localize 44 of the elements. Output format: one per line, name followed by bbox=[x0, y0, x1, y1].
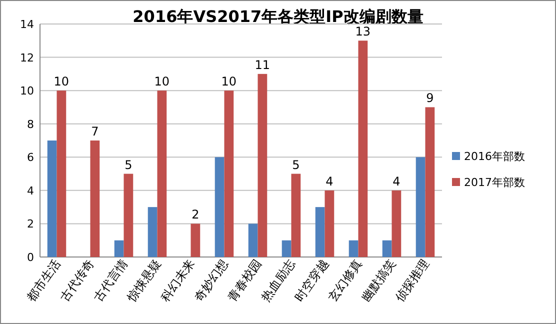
data-label: 10 bbox=[221, 74, 237, 89]
bar bbox=[56, 90, 66, 257]
bar bbox=[416, 157, 426, 257]
data-label: 5 bbox=[124, 158, 132, 172]
bar bbox=[248, 224, 258, 257]
bar bbox=[157, 90, 167, 257]
bar bbox=[124, 174, 134, 257]
data-label: 9 bbox=[426, 91, 434, 106]
bar bbox=[190, 224, 200, 257]
bar bbox=[90, 140, 100, 257]
legend-label: 2016年部数 bbox=[464, 150, 525, 163]
y-tick-label: 8 bbox=[27, 118, 34, 131]
bar bbox=[114, 240, 124, 257]
y-tick-label: 10 bbox=[20, 84, 34, 98]
data-label: 10 bbox=[54, 74, 70, 89]
bar bbox=[148, 207, 158, 257]
bar bbox=[214, 157, 224, 257]
y-tick-label: 0 bbox=[27, 251, 34, 264]
bar bbox=[348, 240, 358, 257]
data-label: 10 bbox=[154, 74, 170, 89]
data-label: 5 bbox=[292, 158, 300, 172]
data-label: 13 bbox=[355, 24, 371, 39]
bar bbox=[382, 240, 392, 257]
y-tick-label: 2 bbox=[27, 218, 34, 231]
data-label: 4 bbox=[392, 174, 400, 188]
legend-label: 2017年部数 bbox=[464, 176, 525, 189]
data-label: 4 bbox=[326, 174, 334, 188]
bar bbox=[324, 190, 334, 257]
bar bbox=[258, 74, 268, 257]
bar bbox=[358, 40, 368, 257]
data-label: 2 bbox=[192, 208, 200, 222]
bar bbox=[47, 140, 57, 257]
bar bbox=[315, 207, 325, 257]
y-tick-label: 12 bbox=[20, 51, 34, 64]
y-tick-label: 4 bbox=[27, 184, 34, 198]
data-label: 11 bbox=[254, 58, 270, 72]
bar bbox=[291, 174, 301, 257]
y-tick-label: 6 bbox=[27, 151, 34, 164]
data-label: 7 bbox=[91, 124, 99, 138]
bar bbox=[392, 190, 402, 257]
bar bbox=[224, 90, 234, 257]
y-tick-label: 14 bbox=[20, 18, 34, 31]
bar bbox=[282, 240, 292, 257]
bar bbox=[425, 107, 435, 257]
